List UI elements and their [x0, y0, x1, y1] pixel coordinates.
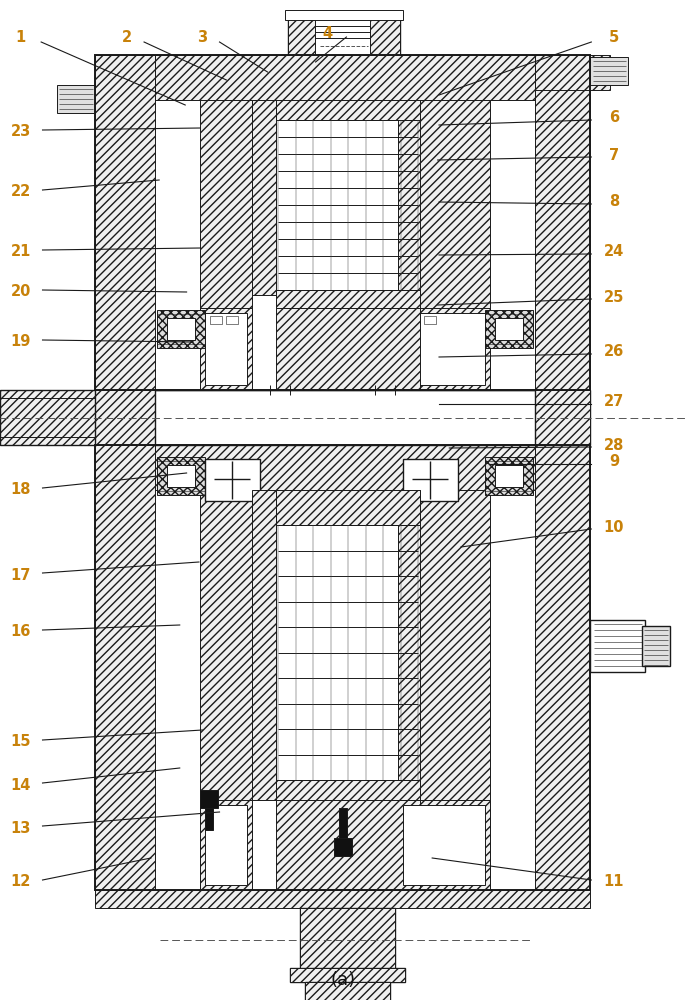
Bar — [205, 459, 260, 501]
Text: 10: 10 — [604, 520, 624, 534]
Polygon shape — [290, 968, 405, 982]
Text: 25: 25 — [604, 290, 624, 304]
Text: 9: 9 — [609, 454, 619, 470]
Text: 3: 3 — [198, 30, 207, 45]
Bar — [590, 620, 645, 672]
Polygon shape — [398, 100, 490, 390]
Polygon shape — [95, 890, 590, 908]
Bar — [590, 57, 628, 85]
Polygon shape — [157, 457, 205, 495]
Text: 6: 6 — [609, 110, 619, 125]
Bar — [205, 313, 247, 385]
Bar — [95, 390, 590, 445]
Bar — [285, 10, 403, 20]
Polygon shape — [155, 445, 535, 490]
Bar — [408, 316, 420, 324]
Polygon shape — [276, 100, 420, 120]
Polygon shape — [485, 310, 533, 348]
Text: 14: 14 — [10, 778, 31, 792]
Polygon shape — [200, 490, 252, 890]
Text: 2: 2 — [122, 30, 132, 45]
Bar — [495, 465, 523, 487]
Text: 21: 21 — [10, 244, 31, 259]
Bar — [95, 445, 590, 890]
Text: (a): (a) — [331, 971, 355, 989]
Text: 16: 16 — [10, 624, 31, 640]
Polygon shape — [252, 100, 276, 295]
Text: 20: 20 — [10, 284, 31, 300]
Polygon shape — [276, 800, 420, 890]
Bar — [167, 318, 195, 340]
Bar — [339, 808, 347, 838]
Bar — [300, 908, 395, 968]
Text: 22: 22 — [10, 184, 31, 200]
Text: 13: 13 — [10, 821, 31, 836]
Bar — [290, 968, 405, 982]
Bar — [57, 85, 95, 113]
Polygon shape — [200, 800, 252, 890]
Text: 18: 18 — [10, 483, 31, 497]
Polygon shape — [398, 308, 490, 390]
Polygon shape — [398, 100, 420, 295]
Text: 19: 19 — [10, 334, 31, 350]
Polygon shape — [300, 908, 395, 968]
Polygon shape — [276, 490, 420, 525]
Bar — [403, 313, 485, 385]
Text: 5: 5 — [609, 30, 619, 45]
Polygon shape — [288, 18, 315, 68]
Text: 17: 17 — [10, 568, 31, 582]
Polygon shape — [0, 390, 95, 445]
Text: 7: 7 — [609, 147, 619, 162]
Bar — [210, 316, 222, 324]
Bar — [403, 805, 485, 885]
Bar — [424, 316, 436, 324]
Text: 1: 1 — [16, 30, 25, 45]
Bar — [226, 316, 238, 324]
Bar — [155, 390, 535, 445]
Polygon shape — [276, 290, 420, 308]
Bar — [205, 805, 247, 885]
Polygon shape — [305, 982, 390, 1000]
Text: 8: 8 — [609, 194, 619, 210]
Text: 26: 26 — [604, 344, 624, 360]
Text: 27: 27 — [604, 394, 624, 410]
Polygon shape — [276, 780, 420, 800]
Bar — [200, 790, 218, 808]
Bar — [95, 55, 590, 390]
Text: 15: 15 — [10, 734, 31, 750]
Polygon shape — [398, 490, 420, 800]
Bar — [0, 390, 95, 445]
Polygon shape — [252, 490, 276, 800]
Polygon shape — [535, 55, 590, 390]
Polygon shape — [535, 445, 590, 890]
Bar — [642, 626, 670, 666]
Bar — [205, 808, 213, 830]
Polygon shape — [155, 55, 535, 100]
Polygon shape — [200, 100, 252, 390]
Polygon shape — [95, 390, 155, 445]
Polygon shape — [485, 457, 533, 495]
Polygon shape — [95, 55, 155, 390]
Text: 24: 24 — [604, 244, 624, 259]
Polygon shape — [95, 445, 155, 890]
Bar — [334, 838, 352, 856]
Bar — [288, 18, 400, 68]
Bar — [167, 465, 195, 487]
Text: 28: 28 — [604, 438, 624, 452]
Polygon shape — [535, 55, 610, 90]
Polygon shape — [398, 800, 490, 890]
Text: 11: 11 — [604, 874, 624, 890]
Bar — [403, 459, 458, 501]
Polygon shape — [398, 490, 490, 890]
Text: 4: 4 — [323, 25, 333, 40]
Polygon shape — [535, 390, 590, 445]
Bar — [305, 982, 390, 1000]
Polygon shape — [200, 308, 252, 390]
Polygon shape — [276, 308, 420, 390]
Polygon shape — [370, 18, 400, 68]
Polygon shape — [157, 310, 205, 348]
Text: 23: 23 — [10, 124, 31, 139]
Bar — [495, 318, 523, 340]
Text: 12: 12 — [10, 874, 31, 890]
